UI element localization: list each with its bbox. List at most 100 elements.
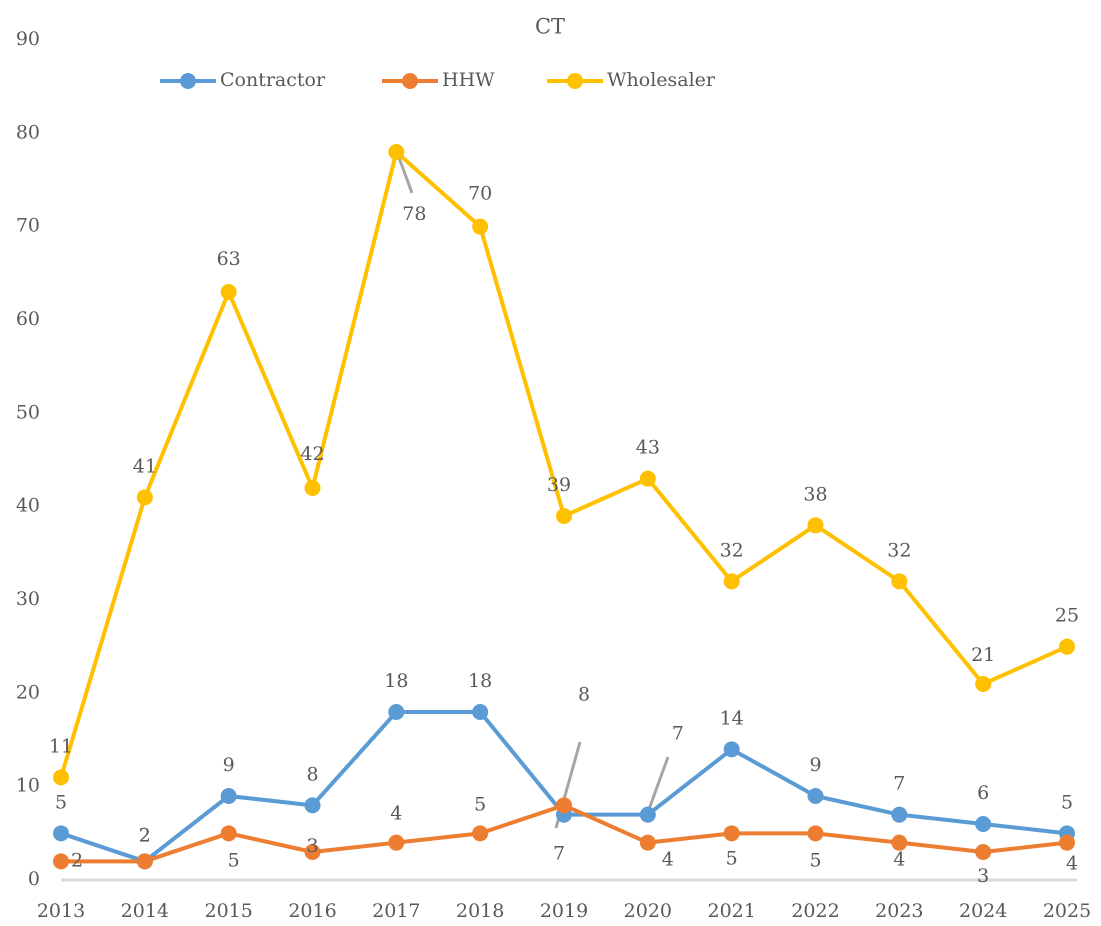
data-point	[891, 806, 908, 823]
data-point	[53, 853, 69, 870]
data-point	[136, 853, 153, 870]
data-label: 5	[809, 849, 821, 871]
data-label: 5	[1061, 791, 1073, 813]
data-label: 32	[887, 539, 911, 561]
data-label: 4	[390, 803, 402, 825]
data-point	[639, 470, 656, 487]
y-tick-label: 60	[16, 308, 40, 330]
data-label: 14	[720, 707, 744, 729]
y-tick-label: 50	[16, 401, 40, 423]
legend-marker	[180, 73, 196, 89]
data-label: 2	[139, 824, 151, 846]
data-point	[53, 825, 69, 842]
x-tick-label: 2019	[540, 900, 588, 922]
data-point	[388, 834, 405, 851]
x-tick-label: 2017	[372, 900, 420, 922]
data-point	[639, 806, 656, 823]
data-label: 7	[672, 723, 684, 745]
y-tick-label: 30	[16, 588, 40, 610]
data-label: 5	[474, 793, 486, 815]
x-tick-label: 2021	[707, 900, 755, 922]
y-tick-label: 0	[28, 868, 40, 890]
leader-line	[646, 756, 670, 813]
y-tick-label: 70	[16, 215, 40, 237]
data-label: 5	[726, 847, 738, 869]
data-point	[472, 704, 489, 720]
x-tick-label: 2024	[959, 900, 1007, 922]
data-point	[723, 741, 740, 758]
data-label: 63	[217, 248, 241, 270]
data-point	[975, 676, 992, 692]
data-point	[388, 144, 405, 160]
data-label: 2	[71, 849, 83, 871]
data-label: 4	[893, 849, 905, 871]
x-tick-label: 2020	[624, 900, 672, 922]
series-line	[59, 150, 1068, 778]
y-tick-label: 20	[16, 681, 40, 703]
data-label: 8	[578, 683, 590, 705]
data-point	[556, 508, 572, 524]
data-label: 70	[468, 183, 492, 205]
data-point	[807, 517, 824, 534]
x-tick-label: 2016	[288, 900, 336, 922]
x-tick-label: 2023	[875, 900, 923, 922]
legend-label: Wholesaler	[607, 69, 716, 91]
data-label: 42	[300, 443, 324, 465]
data-point	[1059, 834, 1075, 851]
y-tick-label: 40	[16, 495, 40, 517]
data-label: 18	[384, 670, 408, 692]
data-label: 8	[306, 763, 318, 785]
data-label: 32	[720, 539, 744, 561]
data-label: 3	[977, 865, 989, 887]
data-point	[304, 480, 321, 496]
x-tick-label: 2015	[204, 900, 252, 922]
data-point	[472, 218, 489, 235]
data-point	[723, 573, 740, 590]
data-label: 2	[139, 824, 151, 846]
legend-marker	[402, 73, 418, 89]
y-tick-label: 90	[16, 28, 40, 50]
leader-line	[396, 154, 414, 194]
data-point	[807, 825, 824, 842]
data-label: 41	[133, 455, 157, 477]
x-tick-label: 2025	[1043, 900, 1091, 922]
data-label: 39	[547, 474, 571, 496]
data-point	[472, 825, 489, 842]
data-label: 9	[223, 754, 235, 776]
data-point	[975, 844, 992, 860]
data-label: 11	[49, 735, 73, 757]
data-label: 43	[636, 437, 660, 459]
data-point	[304, 797, 321, 814]
data-label: 5	[228, 849, 240, 871]
chart-title: CT	[535, 15, 565, 39]
data-label: 7	[893, 773, 905, 795]
data-point	[639, 834, 656, 851]
y-tick-label: 10	[16, 775, 40, 797]
data-point	[891, 573, 908, 590]
data-point	[388, 704, 405, 720]
data-label: 25	[1055, 605, 1079, 627]
data-label: 9	[809, 754, 821, 776]
data-point	[975, 816, 992, 832]
data-point	[556, 797, 572, 814]
x-tick-label: 2022	[791, 900, 839, 922]
data-point	[136, 489, 153, 506]
data-label: 7	[553, 843, 565, 865]
legend-label: HHW	[442, 69, 495, 91]
data-label: 3	[306, 835, 318, 857]
data-point	[723, 825, 740, 842]
legend-label: Contractor	[220, 69, 326, 91]
data-point	[53, 769, 69, 786]
x-tick-label: 2014	[121, 900, 169, 922]
data-label: 78	[402, 203, 426, 225]
data-point	[304, 844, 321, 860]
data-label: 4	[662, 849, 674, 871]
data-point	[220, 825, 237, 842]
data-label: 6	[977, 782, 989, 804]
data-label: 4	[1066, 853, 1078, 875]
data-point	[220, 284, 237, 300]
data-label: 5	[55, 791, 67, 813]
data-point	[1059, 638, 1075, 655]
data-label: 21	[971, 644, 995, 666]
